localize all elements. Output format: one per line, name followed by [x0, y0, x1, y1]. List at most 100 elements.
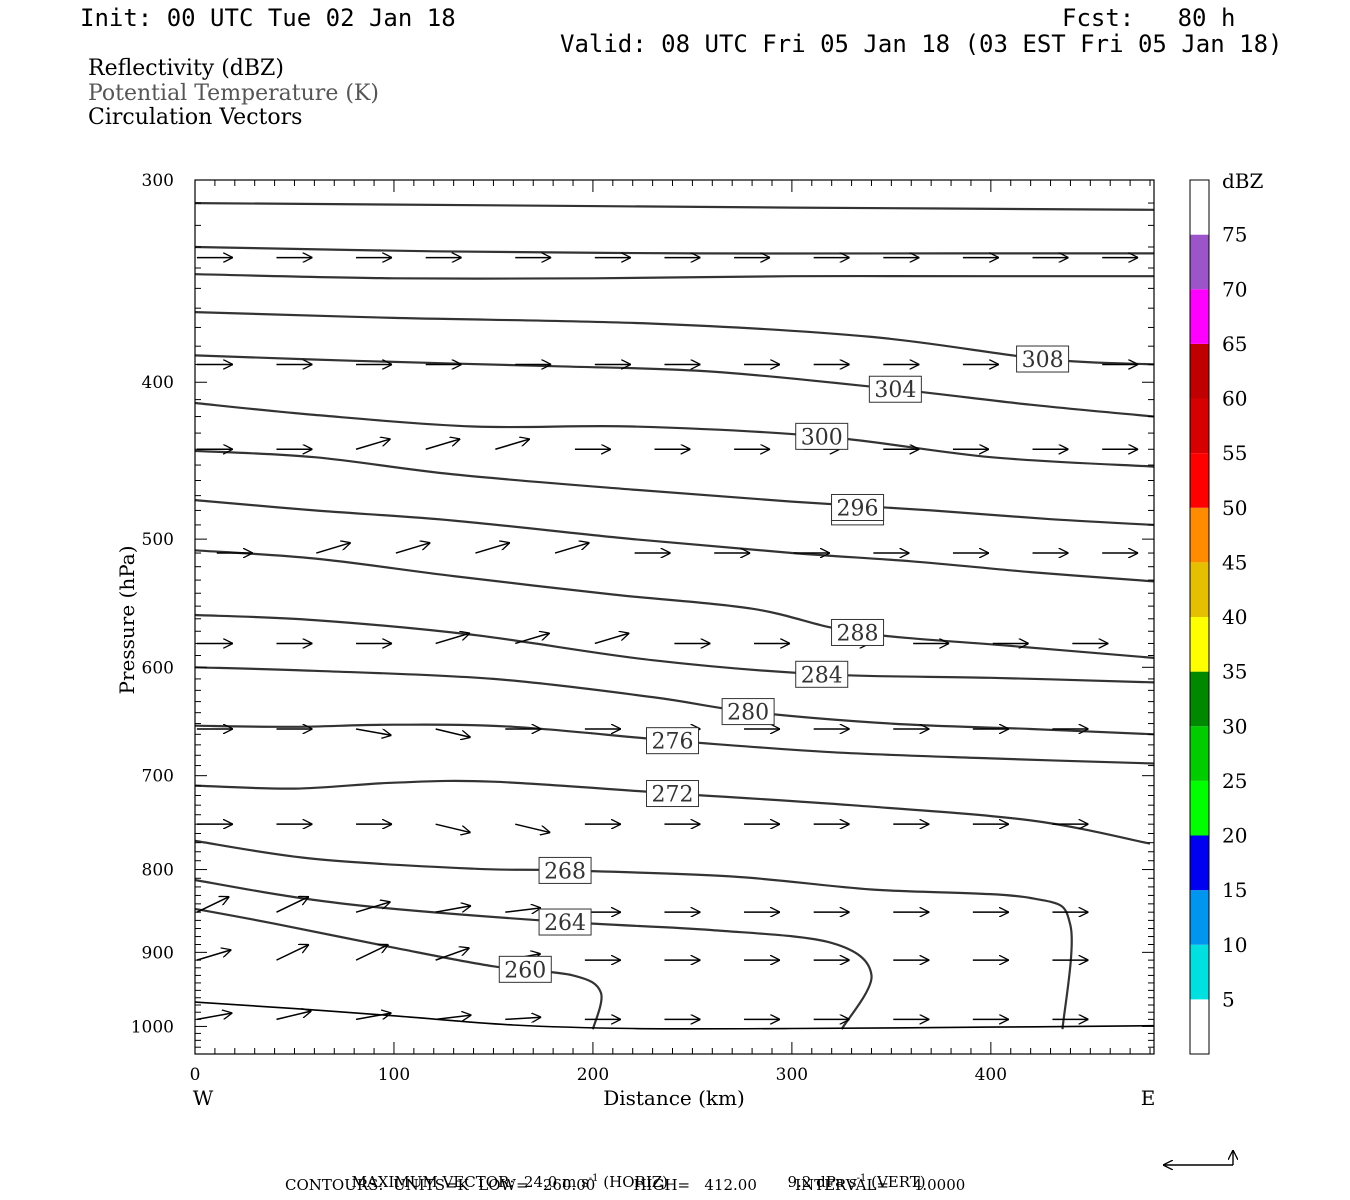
contour-label-268: 268	[544, 859, 586, 884]
field-reflectivity: Reflectivity (dBZ)	[88, 56, 284, 81]
colorbar-band	[1190, 944, 1209, 1000]
colorbar-label: 75	[1222, 223, 1247, 247]
circulation-vector	[355, 902, 390, 913]
y-tick-label: 800	[142, 861, 174, 881]
theta-contour-308	[194, 311, 1155, 366]
init-time: Init: 00 UTC Tue 02 Jan 18	[80, 4, 456, 32]
theta-contour-316	[194, 245, 1154, 255]
circulation-vector	[425, 439, 460, 450]
forecast-hour: Fcst: 80 h	[1062, 4, 1236, 32]
colorbar-label: 45	[1222, 550, 1247, 574]
theta-contour-300	[194, 401, 1155, 468]
circulation-vector	[395, 543, 430, 554]
colorbar-label: 20	[1222, 824, 1247, 848]
contour-label-276: 276	[652, 730, 694, 755]
colorbar-band	[1190, 780, 1209, 836]
colorbar-band	[1190, 562, 1209, 617]
colorbar-label: 10	[1222, 933, 1247, 957]
circulation-vector	[515, 823, 550, 832]
circulation-vector	[355, 728, 391, 735]
y-tick-label: 400	[142, 373, 174, 393]
contour-label-box-288	[831, 618, 885, 646]
colorbar-band	[1190, 617, 1209, 672]
theta-contour-284	[194, 613, 1155, 684]
plot-frame	[194, 179, 1155, 1055]
colorbar-label: 60	[1222, 387, 1247, 411]
axes: 0 100 200 300 400 300 400 500 600 700 800 900 1000	[131, 171, 1155, 1085]
theta-contour-312	[194, 273, 1154, 280]
field-circulation-vectors: Circulation Vectors	[88, 105, 303, 130]
x-axis-label: Distance (km)	[603, 1086, 745, 1110]
circulation-vector	[355, 945, 388, 961]
theta-contour-280	[194, 666, 1155, 736]
colorbar-unit: dBZ	[1222, 169, 1264, 193]
contour-label-288: 288	[837, 621, 879, 646]
colorbar-label: 35	[1222, 660, 1247, 684]
colorbar-band	[1190, 999, 1209, 1054]
max-vertical-sup: -1	[856, 1173, 867, 1184]
circulation-vector	[435, 1015, 472, 1019]
contour-labels: 260264268272276280284288292296300304308	[498, 345, 1070, 983]
circulation-vectors	[196, 258, 1139, 1021]
theta-contour-296	[194, 449, 1155, 526]
colorbar: 5 10 15 20 25 30 35 40 45 50 55 60 65 70 75	[1189, 179, 1247, 1055]
circulation-vector	[505, 1017, 541, 1019]
y-axis-label: Pressure (hPa)	[115, 546, 139, 695]
circulation-vector	[196, 1013, 232, 1021]
contour-label-box-304	[868, 375, 922, 403]
circulation-vector	[196, 897, 229, 913]
max-vector-horiz: (HORIZ)	[598, 1173, 669, 1191]
circulation-vector	[435, 906, 471, 913]
contour-label-box-276	[646, 727, 700, 755]
colorbar-band	[1190, 398, 1209, 454]
colorbar-label: 70	[1222, 277, 1247, 301]
x-west-label: W	[193, 1086, 214, 1110]
contour-label-box-268	[538, 856, 592, 884]
circulation-vector	[316, 543, 350, 554]
theta-contour-320	[194, 202, 1155, 211]
circulation-vector	[594, 633, 629, 645]
y-tick-label: 500	[142, 530, 174, 550]
contour-label-264: 264	[544, 911, 586, 936]
colorbar-label: 50	[1222, 496, 1247, 520]
circulation-vector	[276, 897, 308, 913]
colorbar-frame	[1189, 179, 1210, 1055]
colorbar-label: 25	[1222, 769, 1247, 793]
colorbar-label: 65	[1222, 332, 1247, 356]
max-vertical-tail: (VERT)	[866, 1173, 926, 1191]
circulation-vector	[355, 1013, 391, 1021]
colorbar-band	[1190, 835, 1209, 891]
contour-label-box-264	[538, 908, 592, 936]
contour-label-box-308	[1016, 345, 1070, 373]
contour-label-272: 272	[652, 783, 694, 808]
colorbar-band	[1190, 671, 1209, 727]
colorbar-band	[1190, 343, 1209, 399]
y-tick-label: 1000	[131, 1017, 174, 1037]
contour-label-300: 300	[801, 425, 843, 450]
circulation-vector	[515, 633, 549, 645]
x-tick-label: 400	[975, 1065, 1007, 1085]
contour-label-296: 296	[837, 496, 879, 521]
colorbar-label: 15	[1222, 878, 1247, 902]
colorbar-band	[1190, 180, 1209, 235]
max-vertical-text: 9.2 dPa s	[787, 1173, 857, 1191]
max-vector-text: MAXIMUM VECTOR: 24.0 m s	[351, 1173, 589, 1191]
circulation-vector	[495, 439, 529, 450]
colorbar-band	[1190, 507, 1209, 563]
contour-label-260: 260	[504, 958, 546, 983]
circulation-vector	[435, 633, 470, 645]
circulation-vector	[276, 1011, 311, 1021]
x-tick-label: 200	[577, 1065, 609, 1085]
circulation-vector	[435, 728, 471, 737]
reference-vector	[1163, 1150, 1233, 1165]
circulation-vector	[196, 950, 231, 961]
circulation-vector	[554, 543, 589, 554]
contour-label-308: 308	[1022, 348, 1064, 373]
y-tick-label: 600	[142, 658, 174, 678]
circulation-vector	[276, 945, 308, 961]
colorbar-band	[1190, 890, 1209, 945]
theta-contour-304	[194, 354, 1155, 418]
circulation-vector	[435, 823, 471, 832]
contour-label-284: 284	[801, 663, 843, 688]
